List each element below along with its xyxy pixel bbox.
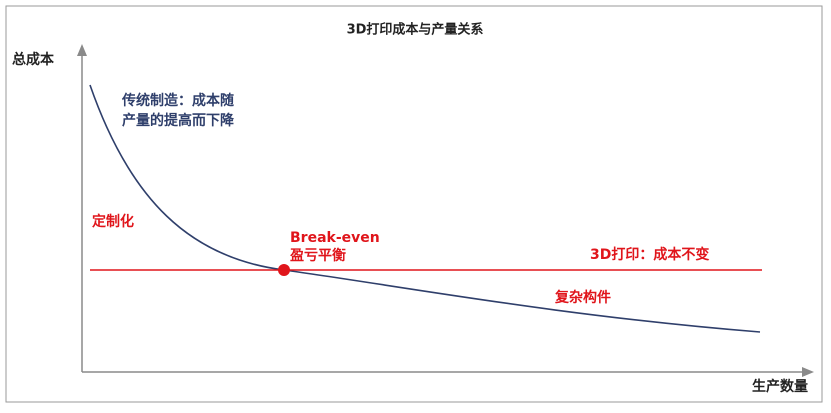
complex-parts-label: 复杂构件 — [554, 289, 611, 306]
y-axis-label: 总成本 — [12, 51, 55, 68]
break-even-label: 盈亏平衡 — [289, 247, 346, 264]
3d-printing-label: 3D打印：成本不变 — [590, 246, 709, 263]
x-axis-label: 生产数量 — [752, 378, 808, 395]
traditional-label: 传统制造：成本随 — [121, 92, 234, 109]
break-even-point — [278, 264, 290, 276]
title: 3D打印成本与产量关系 — [347, 22, 484, 38]
customized-label: 定制化 — [92, 213, 134, 230]
break-even-label: Break-even — [290, 230, 380, 246]
frame — [5, 5, 823, 403]
traditional-cost-curve — [89, 84, 761, 333]
y-axis-arrow — [77, 44, 87, 56]
traditional-label: 产量的提高而下降 — [122, 112, 235, 129]
x-axis-arrow — [802, 367, 814, 377]
